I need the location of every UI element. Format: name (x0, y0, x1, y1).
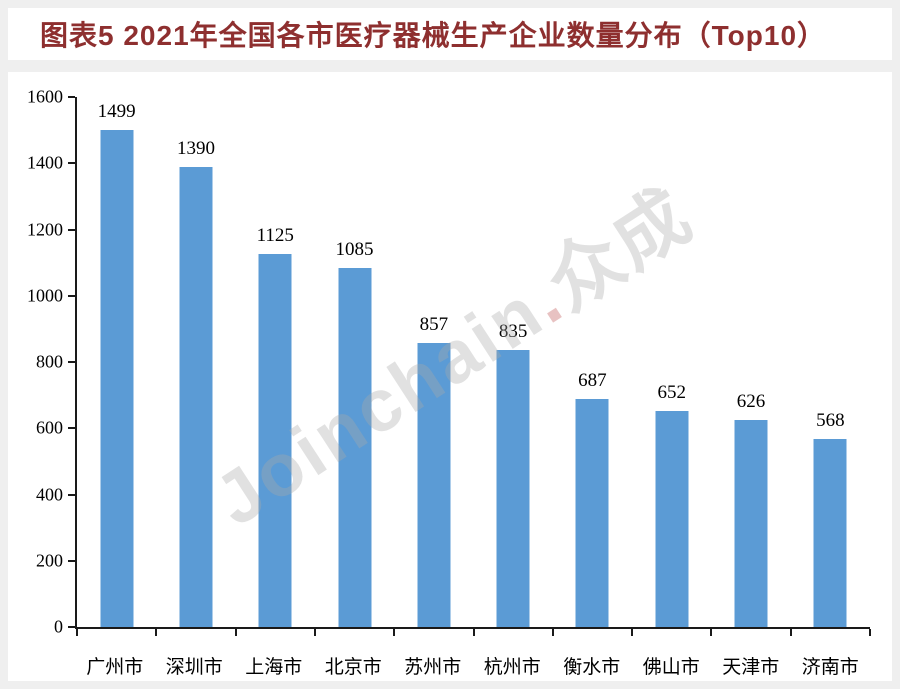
y-tick-label: 1000 (27, 285, 63, 306)
bar-group: 1125 (236, 97, 315, 627)
x-tick-mark (551, 629, 554, 636)
x-axis-label: 广州市 (86, 657, 144, 678)
bar-group: 1390 (156, 97, 235, 627)
bar: 1125 (257, 225, 294, 627)
y-tick-label: 1400 (27, 152, 63, 173)
bar-value-label: 1390 (176, 137, 215, 159)
y-tick-label: 400 (36, 484, 63, 504)
x-axis-label: 天津市 (722, 657, 780, 678)
x-axis-label: 北京市 (324, 657, 382, 678)
bar: 857 (417, 314, 451, 627)
x-tick-mark (393, 629, 396, 636)
plot-area: 1499 1390 1125 1085 857 835 687 652 626 568 0 200 4… (27, 87, 871, 637)
x-tick-mark (76, 629, 78, 636)
x-axis-label: 杭州市 (483, 657, 541, 678)
x-tick-mark (789, 629, 792, 636)
x-tick-mark (631, 629, 634, 636)
bar-series: 1499 1390 1125 1085 857 835 687 652 626 568 (77, 97, 870, 627)
x-axis-label: 上海市 (245, 657, 303, 678)
bar-group: 687 (553, 97, 632, 627)
x-axis-label: 佛山市 (642, 657, 700, 678)
bar: 687 (575, 370, 609, 627)
y-tick-label: 800 (36, 351, 63, 372)
x-axis-label: 衡水市 (563, 657, 621, 678)
x-axis-label: 深圳市 (165, 657, 223, 678)
y-tick-mark (68, 294, 75, 297)
x-tick-mark (313, 629, 316, 636)
page-title: 图表5 2021年全国各市医疗器械生产企业数量分布（Top10） (40, 20, 827, 51)
bar: 626 (734, 391, 768, 627)
x-tick-mark (472, 629, 475, 636)
bar-value-label: 568 (816, 409, 845, 431)
chart-panel: 1499 1390 1125 1085 857 835 687 652 626 568 0 200 4… (8, 72, 892, 681)
y-tick-label: 1200 (27, 219, 63, 239)
bar: 835 (496, 321, 530, 627)
x-tick-mark (234, 629, 237, 636)
y-tick-mark (68, 427, 75, 430)
bar-value-label: 1085 (335, 238, 374, 260)
bar-value-label: 835 (498, 321, 528, 343)
x-tick-mark (155, 629, 158, 636)
bar-group: 568 (791, 97, 870, 627)
x-axis-label: 济南市 (801, 657, 859, 678)
bar-value-label: 1499 (97, 101, 136, 123)
bar-group: 835 (473, 97, 552, 627)
y-tick-mark (68, 559, 75, 562)
y-tick-label: 600 (36, 417, 63, 438)
bar-value-label: 652 (657, 382, 686, 404)
chart-title-bar: 图表5 2021年全国各市医疗器械生产企业数量分布（Top10） (8, 8, 892, 60)
y-tick-mark (68, 228, 75, 231)
y-tick-mark (68, 626, 75, 628)
bar-group: 1499 (77, 97, 156, 627)
bar-value-label: 687 (578, 370, 607, 392)
bar-value-label: 1125 (256, 225, 294, 247)
bar-group: 1085 (315, 97, 394, 627)
bar: 568 (813, 410, 847, 627)
bar-value-label: 857 (419, 314, 449, 336)
y-tick-label: 0 (54, 616, 63, 637)
x-tick-mark (869, 629, 871, 636)
bar: 652 (655, 382, 689, 627)
x-axis-labels: 广州市 深圳市 上海市 北京市 苏州市 杭州市 衡水市 佛山市 天津市 济南市 (75, 639, 870, 679)
bar-group: 652 (632, 97, 711, 627)
y-tick-mark (68, 162, 75, 165)
x-tick-mark (710, 629, 713, 636)
bar-value-label: 626 (736, 390, 766, 412)
y-tick-mark (68, 493, 75, 496)
bar-group: 626 (711, 97, 790, 627)
bar: 1085 (336, 239, 374, 627)
bar: 1499 (98, 101, 136, 627)
y-tick-label: 200 (36, 550, 63, 571)
bar: 1390 (177, 138, 215, 627)
x-axis-label: 苏州市 (404, 657, 462, 678)
y-tick-mark (68, 361, 75, 363)
y-tick-label: 1600 (27, 86, 63, 107)
y-tick-mark (68, 96, 75, 98)
bar-group: 857 (394, 97, 473, 627)
